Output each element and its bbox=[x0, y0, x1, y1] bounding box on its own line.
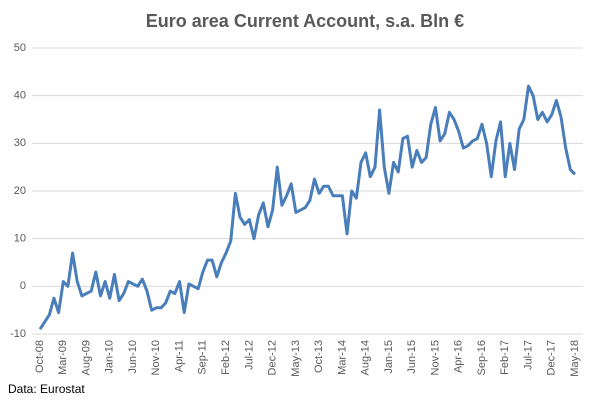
x-tick-label: Sep-16 bbox=[476, 340, 488, 375]
x-tick-label: Apr-11 bbox=[173, 340, 185, 372]
x-tick-label: Nov-15 bbox=[429, 340, 441, 375]
x-tick-label: May-13 bbox=[290, 340, 302, 377]
x-tick-label: Dec-17 bbox=[546, 340, 558, 375]
y-tick-label: 10 bbox=[14, 233, 26, 245]
x-tick-label: Nov-10 bbox=[150, 340, 162, 375]
source-note: Data: Eurostat bbox=[8, 382, 85, 396]
x-tick-label: Feb-12 bbox=[220, 340, 232, 375]
x-tick-label: Oct-13 bbox=[313, 340, 325, 373]
y-tick-label: 50 bbox=[14, 42, 26, 54]
x-tick-label: Aug-14 bbox=[360, 340, 372, 375]
y-tick-label: 0 bbox=[20, 280, 26, 292]
x-tick-label: Jan-15 bbox=[383, 340, 395, 374]
data-line bbox=[38, 84, 577, 331]
x-tick-label: Sep-11 bbox=[197, 340, 209, 375]
x-tick-label: May-18 bbox=[569, 340, 581, 377]
y-tick-label: -10 bbox=[10, 328, 26, 340]
chart-title: Euro area Current Account, s.a. Bln € bbox=[146, 11, 464, 31]
x-tick-label: Jun-15 bbox=[406, 340, 418, 374]
y-tick-label: 30 bbox=[14, 137, 26, 149]
x-tick-label: Apr-16 bbox=[453, 340, 465, 373]
x-tick-label: Jun-10 bbox=[127, 340, 139, 374]
x-tick-label: Aug-09 bbox=[80, 340, 92, 375]
x-tick-label: Oct-08 bbox=[34, 340, 46, 373]
x-tick-label: Dec-12 bbox=[267, 340, 279, 375]
y-tick-label: 20 bbox=[14, 185, 26, 197]
x-tick-label: Feb-17 bbox=[499, 340, 511, 375]
x-tick-label: Jul-17 bbox=[522, 340, 534, 370]
x-tick-label: Jan-10 bbox=[104, 340, 116, 374]
x-tick-label: Mar-14 bbox=[336, 340, 348, 375]
x-tick-label: Jul-12 bbox=[243, 340, 255, 370]
x-tick-label: Mar-09 bbox=[57, 340, 69, 375]
y-tick-label: 40 bbox=[14, 90, 26, 102]
